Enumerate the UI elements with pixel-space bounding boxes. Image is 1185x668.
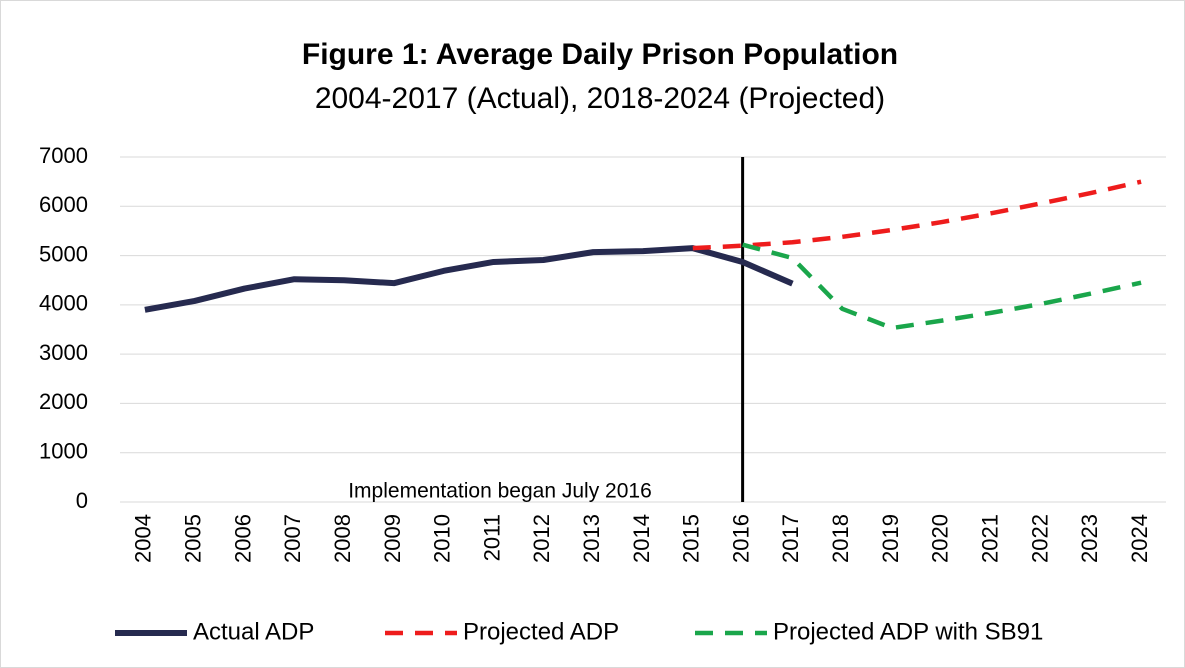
series-line [742,242,1142,331]
x-tick-label: 2013 [579,514,604,563]
y-tick-label: 5000 [39,241,88,266]
x-tick-label: 2010 [430,514,455,563]
x-tick-label: 2006 [230,514,255,563]
x-tick-label: 2018 [828,514,853,563]
chart-title: Figure 1: Average Daily Prison Populatio… [302,38,898,71]
x-tick-label: 2019 [878,514,903,563]
x-tick-label: 2004 [131,514,156,563]
x-tick-label: 2009 [380,514,405,563]
legend-label: Projected ADP [463,618,619,645]
y-tick-label: 6000 [39,192,88,217]
x-tick-label: 2011 [479,514,504,561]
x-tick-label: 2005 [181,514,206,563]
x-tick-label: 2020 [928,514,953,563]
y-tick-label: 0 [76,488,88,513]
x-tick-label: 2016 [728,514,753,563]
y-tick-label: 1000 [39,439,88,464]
x-tick-label: 2023 [1077,514,1102,563]
annotation: Implementation began July 2016 [348,480,652,503]
x-tick-label: 2024 [1127,514,1152,563]
legend-label: Actual ADP [193,618,314,645]
chart-subtitle: 2004-2017 (Actual), 2018-2024 (Projected… [315,82,885,115]
y-tick-label: 3000 [39,340,88,365]
x-tick-label: 2007 [280,514,305,563]
y-tick-label: 7000 [39,143,88,168]
x-tick-label: 2014 [629,514,654,563]
legend-label: Projected ADP with SB91 [773,618,1043,645]
series-line [692,179,1142,251]
x-tick-label: 2021 [977,514,1002,563]
x-tick-label: 2015 [679,514,704,563]
y-tick-label: 2000 [39,389,88,414]
y-tick-label: 4000 [39,291,88,316]
x-tick-label: 2017 [778,514,803,563]
series-line [144,245,794,313]
x-tick-label: 2012 [529,514,554,563]
x-tick-label: 2008 [330,514,355,563]
x-tick-label: 2022 [1027,514,1052,563]
